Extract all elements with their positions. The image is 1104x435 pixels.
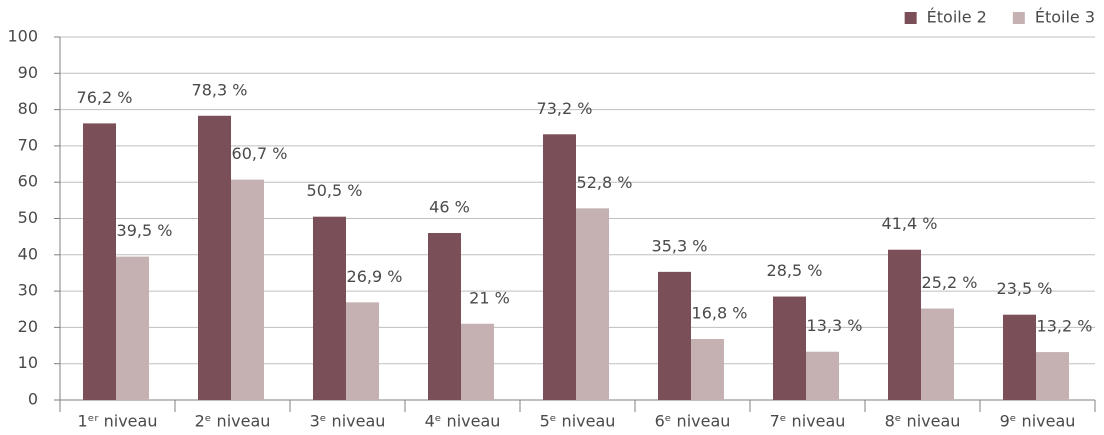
bar	[1036, 352, 1069, 400]
x-tick-label: 4ᵉ niveau	[425, 412, 501, 431]
bar	[346, 302, 379, 400]
y-tick-label: 60	[18, 172, 38, 191]
bar	[691, 339, 724, 400]
y-tick-label: 50	[18, 208, 38, 227]
value-label: 41,4 %	[882, 214, 938, 233]
y-tick-label: 20	[18, 317, 38, 336]
value-label: 60,7 %	[232, 144, 288, 163]
legend-label: Étoile 3	[1035, 8, 1095, 27]
value-label: 76,2 %	[77, 88, 133, 107]
bar	[231, 179, 264, 400]
value-label: 13,2 %	[1037, 317, 1093, 336]
x-tick-label: 8ᵉ niveau	[885, 412, 961, 431]
bar	[773, 296, 806, 400]
x-tick-label: 3ᵉ niveau	[310, 412, 386, 431]
value-label: 28,5 %	[767, 261, 823, 280]
y-tick-label: 10	[18, 353, 38, 372]
value-label: 35,3 %	[652, 236, 708, 255]
y-tick-label: 100	[7, 27, 38, 46]
x-tick-label: 2ᵉ niveau	[195, 412, 271, 431]
y-tick-label: 30	[18, 281, 38, 300]
bar	[576, 208, 609, 400]
value-label: 39,5 %	[117, 221, 173, 240]
bar	[1003, 314, 1036, 400]
y-tick-label: 80	[18, 99, 38, 118]
x-tick-label: 1ᵉʳ niveau	[78, 412, 158, 431]
x-tick-label: 5ᵉ niveau	[540, 412, 616, 431]
x-tick-label: 7ᵉ niveau	[770, 412, 846, 431]
legend-swatch	[904, 12, 917, 24]
y-tick-label: 70	[18, 135, 38, 154]
bar	[428, 233, 461, 400]
value-label: 78,3 %	[192, 80, 248, 99]
x-tick-label: 9ᵉ niveau	[1000, 412, 1076, 431]
value-label: 52,8 %	[577, 173, 633, 192]
y-tick-label: 90	[18, 63, 38, 82]
value-label: 13,3 %	[807, 316, 863, 335]
bar	[198, 115, 231, 401]
y-tick-label: 0	[28, 390, 38, 409]
value-label: 25,2 %	[922, 273, 978, 292]
value-label: 50,5 %	[307, 181, 363, 200]
bar	[543, 134, 576, 400]
bar	[888, 249, 921, 400]
bar	[83, 123, 116, 401]
value-label: 16,8 %	[692, 304, 748, 323]
bar	[313, 216, 346, 400]
value-label: 23,5 %	[997, 279, 1053, 298]
value-label: 73,2 %	[537, 99, 593, 118]
value-label: 21 %	[469, 288, 510, 307]
bar	[658, 271, 691, 400]
value-label: 46 %	[429, 198, 470, 217]
bar	[461, 323, 494, 400]
x-tick-label: 6ᵉ niveau	[655, 412, 731, 431]
legend-label: Étoile 2	[927, 8, 987, 27]
value-label: 26,9 %	[347, 267, 403, 286]
bar	[921, 308, 954, 400]
legend-swatch	[1012, 12, 1025, 24]
bar	[806, 351, 839, 400]
bar	[116, 256, 149, 400]
y-tick-label: 40	[18, 244, 38, 263]
